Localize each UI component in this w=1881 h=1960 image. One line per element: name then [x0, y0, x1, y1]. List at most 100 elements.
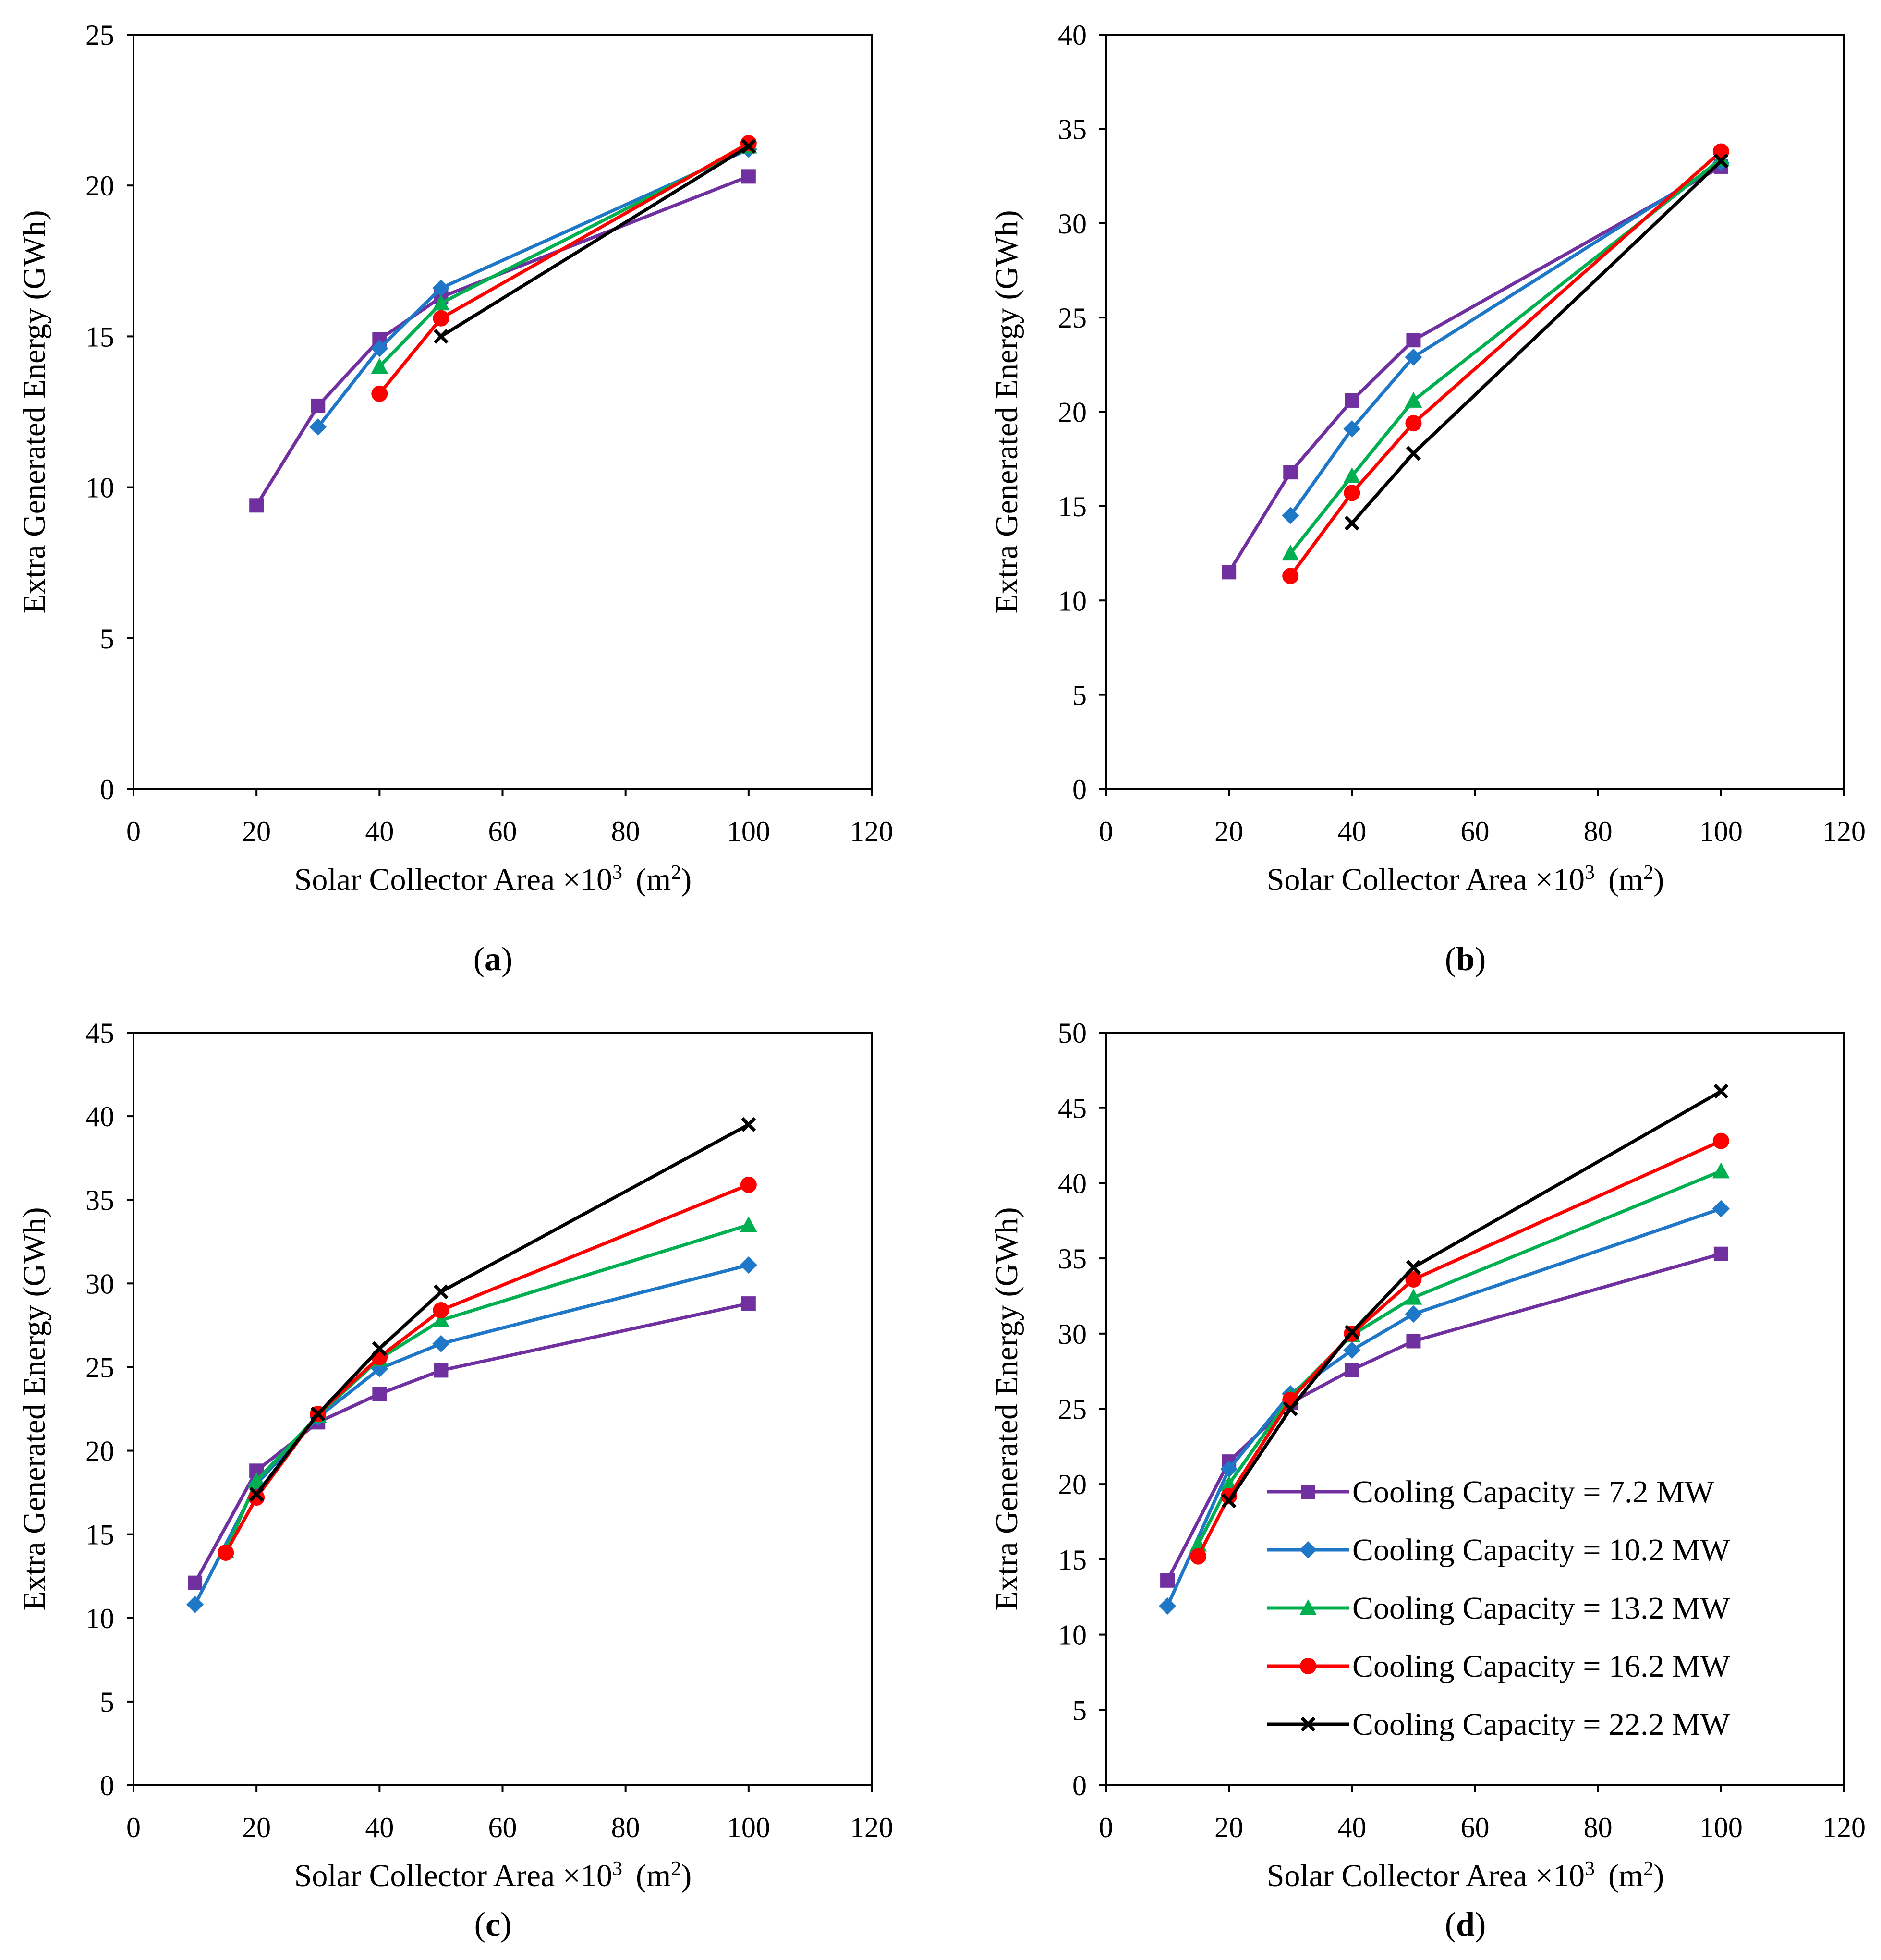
- y-tick-label: 20: [1058, 1469, 1087, 1500]
- legend-label: Cooling Capacity = 22.2 MW: [1352, 1707, 1731, 1742]
- x-tick-label: 40: [1337, 816, 1366, 847]
- data-point: [433, 310, 449, 327]
- data-point: [1713, 1083, 1729, 1099]
- data-point: [740, 1256, 757, 1274]
- data-point: [1345, 393, 1359, 408]
- data-point: [218, 1544, 234, 1561]
- series-s72: [249, 169, 756, 513]
- x-tick-label: 100: [1699, 816, 1743, 847]
- panel-a: 0 5 10 15 20 25 0 20 40 60 80 100 120 Solar Collector…: [17, 19, 893, 978]
- y-tick-label: 20: [85, 1436, 114, 1467]
- x-tick-label: 0: [1099, 1812, 1113, 1843]
- series-line: [224, 1223, 749, 1552]
- x-tick-label: 60: [488, 1812, 517, 1843]
- legend-swatch-marker: [1300, 1658, 1316, 1674]
- data-point: [1344, 485, 1360, 501]
- legend-label: Cooling Capacity = 7.2 MW: [1352, 1474, 1715, 1510]
- data-point: [1406, 1260, 1421, 1275]
- data-point: [249, 498, 264, 513]
- data-point: [248, 1489, 265, 1506]
- data-point: [1405, 391, 1422, 408]
- data-point: [371, 358, 388, 374]
- y-tick-label: 25: [1058, 302, 1087, 334]
- y-tick-label: 40: [1058, 19, 1087, 51]
- series-s102: [309, 140, 757, 436]
- panel-d: 0 5 10 15 20 25 30 35 40 45 50 0 20 40 60 80 100 120 Solar…: [989, 1017, 1866, 1943]
- data-point: [1283, 1401, 1298, 1416]
- legend-swatch-marker: [1301, 1485, 1315, 1499]
- y-tick-label: 40: [85, 1101, 114, 1132]
- data-point: [1160, 1573, 1175, 1588]
- data-point: [309, 418, 327, 436]
- series-s162: [218, 1176, 757, 1561]
- data-point: [371, 340, 388, 357]
- data-point: [1405, 1305, 1422, 1323]
- x-tick-label: 40: [365, 1812, 394, 1843]
- series-line: [255, 1123, 750, 1496]
- y-tick-label: 15: [85, 321, 114, 353]
- x-tick-label: 20: [242, 816, 271, 847]
- x-tick-label: 20: [1214, 1812, 1243, 1843]
- data-point: [1406, 446, 1421, 461]
- legend-item: Cooling Capacity = 16.2 MW: [1267, 1649, 1731, 1684]
- data-point: [1405, 1271, 1422, 1288]
- y-tick-label: 5: [1072, 680, 1087, 711]
- legend-swatch-marker: [1299, 1599, 1317, 1615]
- data-point: [1343, 420, 1361, 438]
- data-point: [741, 169, 756, 184]
- y-tick-label: 15: [85, 1519, 114, 1551]
- y-tick-label: 10: [1058, 1619, 1087, 1651]
- y-tick-label: 40: [1058, 1168, 1087, 1199]
- series-line: [440, 145, 750, 338]
- legend-item: Cooling Capacity = 7.2 MW: [1267, 1474, 1715, 1510]
- x-tick-label: 100: [727, 816, 770, 847]
- data-point: [371, 385, 388, 402]
- data-point: [432, 1311, 450, 1327]
- data-point: [1406, 1334, 1421, 1349]
- y-tick-label: 10: [85, 472, 114, 504]
- series-s162: [371, 135, 757, 402]
- x-tick-label: 60: [1461, 816, 1490, 847]
- y-axis-title: Extra Generated Energy (GWh): [17, 210, 52, 614]
- y-tick-label: 30: [1058, 1318, 1087, 1350]
- x-tick-label: 100: [727, 1812, 770, 1843]
- series-line: [193, 1263, 749, 1606]
- x-tick-label: 100: [1699, 1812, 1743, 1843]
- series-line: [1165, 1252, 1722, 1582]
- y-tick-label: 45: [85, 1017, 114, 1049]
- series-line: [1289, 158, 1722, 555]
- y-tick-label: 5: [100, 623, 114, 655]
- series-s72: [188, 1296, 756, 1590]
- series-line: [194, 1302, 749, 1584]
- series-line: [1289, 150, 1723, 577]
- legend-label: Cooling Capacity = 16.2 MW: [1352, 1649, 1731, 1684]
- data-point: [188, 1575, 203, 1590]
- data-point: [1283, 465, 1298, 480]
- data-point: [432, 279, 450, 297]
- y-tick-label: 0: [100, 1770, 114, 1802]
- data-point: [311, 398, 326, 413]
- data-point: [1405, 1289, 1422, 1305]
- y-tick-label: 0: [1072, 1770, 1087, 1802]
- y-tick-label: 0: [1072, 774, 1087, 805]
- x-tick-label: 120: [850, 816, 893, 847]
- legend: Cooling Capacity = 7.2 MW Cooling Capacit…: [1267, 1474, 1731, 1742]
- y-tick-label: 35: [1058, 1243, 1087, 1275]
- data-point: [1344, 1325, 1359, 1340]
- data-point: [433, 1302, 449, 1319]
- data-point: [1406, 333, 1421, 348]
- data-point: [1405, 415, 1422, 432]
- plot-area: [1105, 34, 1845, 790]
- data-point: [1344, 515, 1359, 531]
- series-s222: [1344, 153, 1729, 531]
- data-point: [432, 294, 450, 311]
- x-axis-title: Solar Collector Area ×103 (m2): [294, 862, 692, 897]
- data-point: [433, 329, 449, 344]
- data-point: [741, 1296, 756, 1311]
- data-point: [1282, 507, 1299, 524]
- x-tick-label: 20: [1214, 816, 1243, 847]
- data-point: [372, 1387, 387, 1401]
- data-point: [248, 1472, 266, 1488]
- y-tick-label: 20: [85, 170, 114, 202]
- series-line: [1227, 1090, 1722, 1502]
